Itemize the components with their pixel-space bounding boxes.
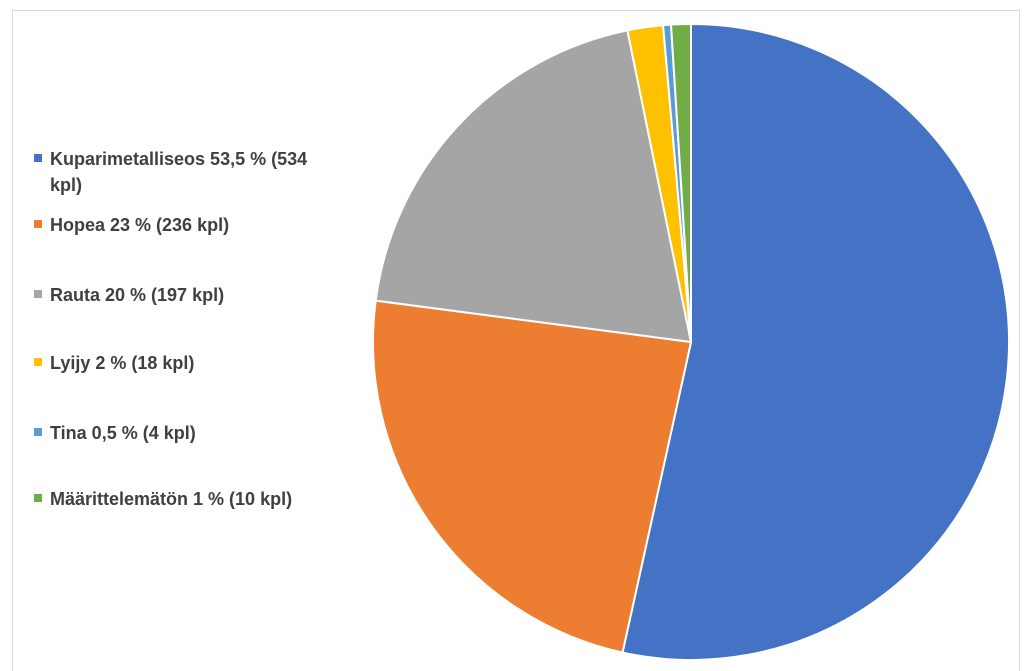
legend-item-rauta: Rauta 20 % (197 kpl) [34, 282, 344, 308]
legend-marker-hopea [34, 220, 42, 228]
pie-slice-rauta [374, 29, 692, 343]
legend-item-tina: Tina 0,5 % (4 kpl) [34, 420, 344, 446]
legend-label-maarittelematon: Määrittelemätön 1 % (10 kpl) [50, 489, 293, 509]
pie-slice-hopea [372, 299, 692, 654]
legend-marker-kuparimetalliseos [34, 154, 42, 162]
pie-slices [372, 23, 1010, 661]
legend-label-tina: Tina 0,5 % (4 kpl) [50, 423, 196, 443]
legend-item-maarittelematon: Määrittelemätön 1 % (10 kpl) [34, 486, 334, 512]
legend-label-rauta: Rauta 20 % (197 kpl) [50, 285, 225, 305]
pie-slice-kuparimetalliseos [621, 23, 1010, 661]
legend-label-hopea: Hopea 23 % (236 kpl) [50, 215, 230, 235]
pie-slice-maarittelematon [670, 23, 692, 343]
legend-marker-rauta [34, 290, 42, 298]
legend-marker-lyijy [34, 358, 42, 366]
legend-label-kuparimetalliseos: Kuparimetalliseos 53,5 % (534 kpl) [50, 149, 308, 195]
legend-item-kuparimetalliseos: Kuparimetalliseos 53,5 % (534 kpl) [34, 146, 344, 198]
legend-item-hopea: Hopea 23 % (236 kpl) [34, 212, 344, 238]
legend-label-lyijy: Lyijy 2 % (18 kpl) [50, 353, 195, 373]
legend-marker-tina [34, 428, 42, 436]
legend-marker-maarittelematon [34, 494, 42, 502]
legend-item-lyijy: Lyijy 2 % (18 kpl) [34, 350, 344, 376]
